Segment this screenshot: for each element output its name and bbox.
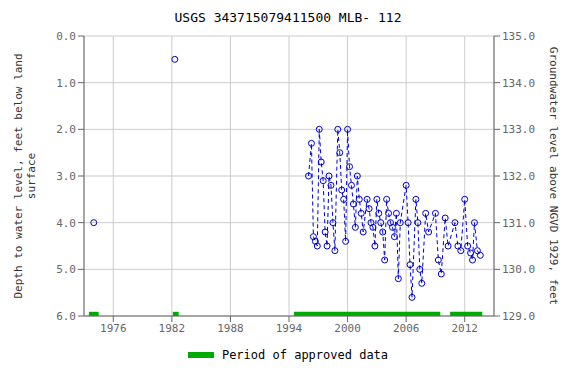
- svg-text:1.0: 1.0: [56, 77, 76, 90]
- html-text:Period of approved data: Period of approved data: [221, 348, 389, 362]
- svg-text:130.0: 130.0: [502, 263, 535, 276]
- svg-text:132.0: 132.0: [502, 170, 535, 183]
- html-text:USGS 343715079411500 MLB- 112: USGS 343715079411500 MLB- 112: [174, 10, 402, 25]
- svg-text:131.0: 131.0: [502, 217, 535, 230]
- svg-text:135.0: 135.0: [502, 30, 535, 43]
- svg-text:1982: 1982: [159, 322, 186, 335]
- svg-text:1976: 1976: [100, 322, 127, 335]
- svg-text:134.0: 134.0: [502, 77, 535, 90]
- svg-text:1994: 1994: [276, 322, 303, 335]
- svg-text:2000: 2000: [334, 322, 361, 335]
- svg-text:1988: 1988: [217, 322, 244, 335]
- svg-text:2006: 2006: [393, 322, 420, 335]
- svg-text:Depth to water level, feet bel: Depth to water level, feet below landsur…: [12, 53, 38, 298]
- svg-text:0.0: 0.0: [56, 30, 76, 43]
- svg-text:129.0: 129.0: [502, 310, 535, 323]
- svg-text:4.0: 4.0: [56, 217, 76, 230]
- svg-text:3.0: 3.0: [56, 170, 76, 183]
- svg-text:6.0: 6.0: [56, 310, 76, 323]
- svg-text:Groundwater level above NGVD 1: Groundwater level above NGVD 1929, feet: [547, 47, 560, 305]
- svg-text:2012: 2012: [451, 322, 478, 335]
- svg-text:2.0: 2.0: [56, 123, 76, 136]
- svg-text:133.0: 133.0: [502, 123, 535, 136]
- svg-text:5.0: 5.0: [56, 263, 76, 276]
